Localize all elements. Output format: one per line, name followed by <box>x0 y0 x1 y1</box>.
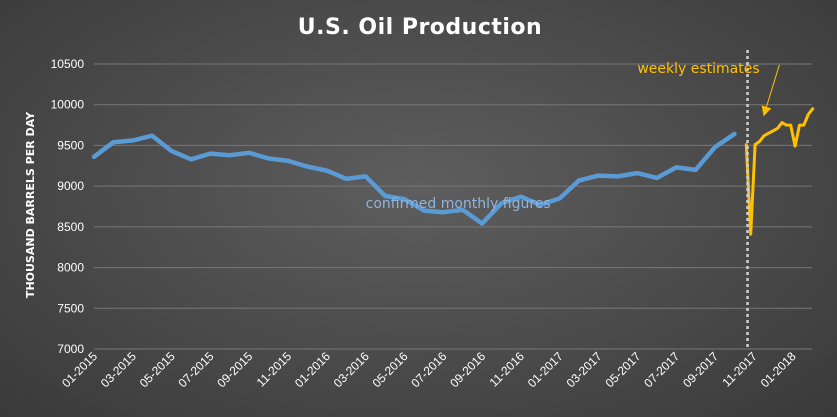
y-tick-label: 8000 <box>57 261 84 275</box>
y-tick-label: 9500 <box>57 138 84 152</box>
x-tick-label: 01-2018 <box>758 349 799 390</box>
y-tick-label: 8500 <box>57 220 84 234</box>
x-tick-label: 07-2015 <box>176 349 217 390</box>
x-tick-labels: 01-201503-201505-201507-201509-201511-20… <box>59 349 799 390</box>
annotation-monthly: confirmed monthly figures <box>366 196 551 212</box>
y-tick-label: 10000 <box>51 98 85 112</box>
series-line-weekly <box>744 107 815 236</box>
grid-lines <box>94 63 812 350</box>
x-tick-label: 09-2016 <box>447 349 488 390</box>
series-lines <box>91 107 815 236</box>
x-tick-label: 09-2015 <box>214 349 255 390</box>
x-tick-label: 05-2015 <box>137 349 178 390</box>
x-tick-label: 11-2015 <box>254 349 295 390</box>
y-tick-label: 7000 <box>57 342 84 356</box>
y-tick-label: 10500 <box>51 57 85 71</box>
y-axis-label: THOUSAND BARRELS PER DAY <box>24 111 37 298</box>
annotation-weekly: weekly estimates <box>637 61 759 77</box>
x-tick-label: 03-2015 <box>98 349 139 390</box>
x-tick-label: 05-2016 <box>370 349 411 390</box>
x-tick-label: 01-2017 <box>525 349 566 390</box>
x-tick-label: 07-2017 <box>641 349 682 390</box>
x-tick-label: 11-2017 <box>719 349 760 390</box>
x-tick-label: 05-2017 <box>602 349 643 390</box>
x-tick-label: 09-2017 <box>680 349 721 390</box>
x-tick-label: 01-2016 <box>292 349 333 390</box>
y-tick-label: 7500 <box>57 301 84 315</box>
annotation-arrow <box>761 64 780 117</box>
y-tick-labels: 7000 7500 8000 8500 9000 9500 10000 10500 <box>51 57 85 356</box>
x-tick-label: 03-2017 <box>564 349 605 390</box>
annotations: confirmed monthly figures weekly estimate… <box>366 61 780 212</box>
x-tick-label: 03-2016 <box>331 349 372 390</box>
x-tick-label: 07-2016 <box>408 349 449 390</box>
y-tick-label: 9000 <box>57 179 84 193</box>
chart-title: U.S. Oil Production <box>298 15 542 40</box>
series-line-monthly <box>91 131 737 226</box>
x-tick-label: 11-2016 <box>487 349 528 390</box>
